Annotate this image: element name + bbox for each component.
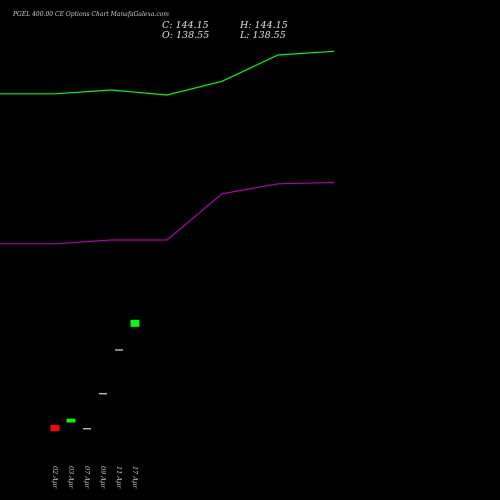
candle-1 xyxy=(66,418,76,423)
high-value: H: 144.15 xyxy=(240,20,288,31)
chart-title: PGEL 400.00 CE Options Chart ManafaGalex… xyxy=(13,11,169,18)
low-value: L: 138.55 xyxy=(240,30,286,41)
open-value: O: 138.55 xyxy=(162,30,210,41)
x-tick-label-1: 03 Apr xyxy=(67,466,75,489)
candle-5 xyxy=(130,319,140,327)
x-tick-label-5: 17 Apr xyxy=(131,466,139,489)
x-tick-label-3: 09 Apr xyxy=(99,466,107,489)
close-value: C: 144.15 xyxy=(162,20,209,31)
candle-0 xyxy=(50,425,60,432)
lower-band-line xyxy=(0,181,335,245)
upper-band-line xyxy=(0,50,335,96)
x-tick-label-2: 07 Apr xyxy=(83,466,91,489)
x-tick-label-4: 11 Apr xyxy=(115,466,123,489)
x-tick-label-0: 02 Apr xyxy=(51,466,59,489)
